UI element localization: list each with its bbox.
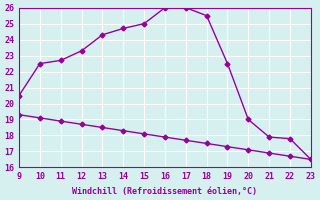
X-axis label: Windchill (Refroidissement éolien,°C): Windchill (Refroidissement éolien,°C) [72, 187, 257, 196]
